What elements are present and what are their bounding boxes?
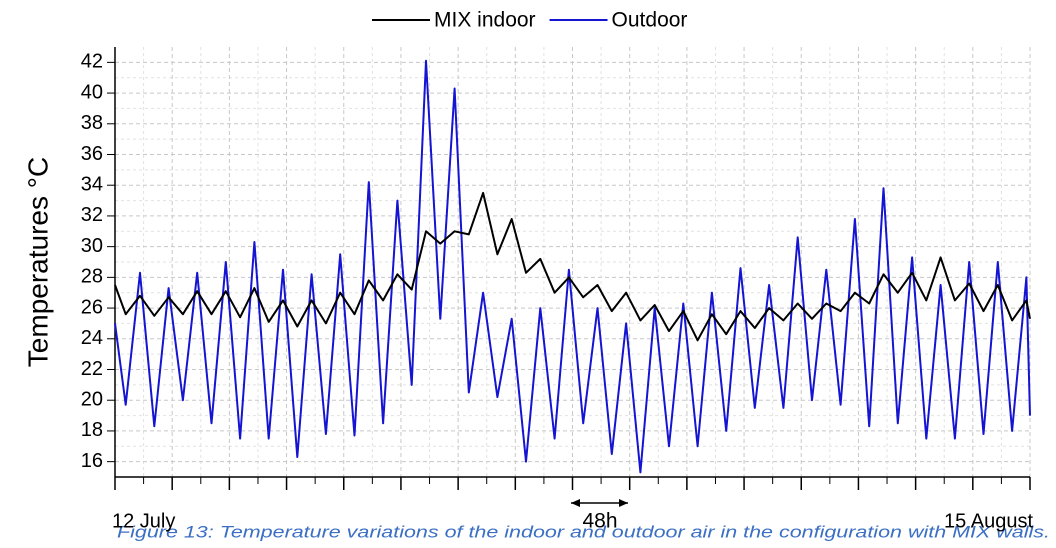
x-tick-label: 15 August [944,510,1033,532]
y-tick-label: 38 [81,112,103,134]
y-tick-label: 22 [81,358,103,380]
y-tick-label: 18 [81,419,103,441]
y-tick-label: 30 [81,235,103,257]
y-tick-label: 34 [81,173,103,195]
y-tick-label: 40 [81,81,103,103]
y-tick-label: 16 [81,450,103,472]
y-tick-label: 42 [81,51,103,73]
y-axis-label: Temperatures °C [22,157,53,367]
y-tick-label: 36 [81,143,103,165]
series-line [114,191,1031,342]
y-tick-label: 20 [81,388,103,410]
y-tick-label: 28 [81,266,103,288]
caption: Figure 13: Temperature variations of the… [117,522,1050,541]
legend-label: MIX indoor [434,9,536,32]
y-tick-label: 32 [81,204,103,226]
y-tick-label: 26 [81,296,103,318]
y-tick-label: 24 [81,327,103,349]
annotation: 48h [582,510,617,533]
x-tick-label: 12 July [112,510,175,532]
series-line [114,59,1031,474]
legend-label: Outdoor [612,9,688,32]
